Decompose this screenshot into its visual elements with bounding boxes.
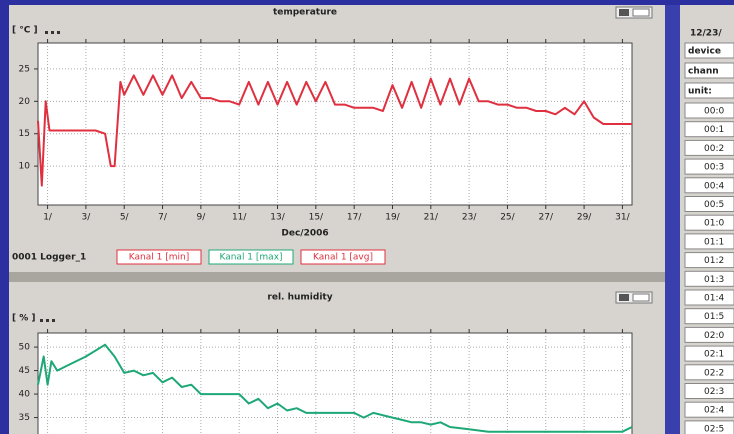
- plot-area: [37, 42, 633, 206]
- table-cell: [684, 82, 734, 99]
- table-cell: [684, 233, 734, 250]
- charts: 1/3/5/7/9/11/13/15/17/19/21/23/25/27/29/…: [19, 39, 633, 434]
- table-cell-text: 02:1: [704, 350, 724, 360]
- table-cell-text: 02:2: [704, 368, 724, 378]
- table-cell: [684, 214, 734, 231]
- table-cell-text: 02:5: [704, 424, 724, 434]
- x-tick-label: 3/: [82, 213, 92, 223]
- table-cell-text: 00:0: [704, 107, 724, 117]
- x-tick-label: 13/: [270, 213, 285, 223]
- y-tick-label: 45: [19, 366, 30, 376]
- x-tick-label: 11/: [232, 213, 247, 223]
- x-tick-label: 7/: [158, 213, 168, 223]
- x-tick-label: 5/: [120, 213, 130, 223]
- table-cell: [684, 270, 734, 287]
- y-tick-label: 25: [19, 64, 30, 74]
- table: device chann unit: 00:0 00:1 00:2 00:3 00:4 00:5…: [684, 42, 734, 434]
- splitter: [9, 272, 665, 282]
- x-tick-label: 19/: [385, 213, 400, 223]
- table-cell: [684, 62, 734, 79]
- table-cell-text: 01:4: [704, 294, 724, 304]
- table-cell: [684, 42, 734, 59]
- x-tick-label: 9/: [196, 213, 206, 223]
- table-cell: [684, 139, 734, 156]
- legend-logger: 0001 Logger_1: [12, 253, 86, 263]
- y-tick-label: 20: [19, 97, 31, 107]
- table-cell-text: 01:1: [704, 237, 724, 247]
- table-cell: [684, 326, 734, 343]
- legend-entry: [116, 249, 202, 265]
- x-tick-label: 1/: [43, 213, 53, 223]
- x-tick-label: 31/: [615, 213, 630, 223]
- table-cell-text: 00:4: [704, 181, 724, 191]
- table-cell-text: unit:: [688, 87, 712, 97]
- table-cell: [684, 196, 734, 212]
- table-cell: [684, 177, 734, 194]
- table-cell: [684, 401, 734, 418]
- toolbar-icon[interactable]: [615, 291, 653, 304]
- legend: Kanal 1 [min] Kanal 1 [max] Kanal 1 [avg]: [116, 249, 386, 265]
- legend-label: Kanal 1 [avg]: [313, 253, 373, 263]
- table-cell-text: chann: [688, 67, 719, 77]
- x-tick-label: 15/: [309, 213, 324, 223]
- table-cell-text: 01:5: [704, 312, 724, 322]
- chart: 1/3/5/7/9/11/13/15/17/19/21/23/25/27/29/…: [19, 39, 633, 223]
- table-cell-text: 00:1: [704, 125, 724, 135]
- table-cell: [684, 289, 734, 306]
- table-cell-text: 01:2: [704, 256, 724, 266]
- x-axis-label: Dec/2006: [281, 229, 328, 239]
- chart-title: temperature: [273, 8, 337, 18]
- table-cell-text: 01:0: [704, 219, 724, 229]
- chart: 35 40 45 50: [19, 329, 633, 434]
- y-axis-label: [ % ]: [12, 314, 36, 324]
- table-cell-text: 01:3: [704, 275, 724, 285]
- x-tick-label: 27/: [539, 213, 554, 223]
- table-header: 12/23/: [690, 29, 722, 39]
- y-axis-label: [ °C ]: [12, 26, 38, 36]
- y-tick-label: 35: [19, 413, 30, 423]
- chart-title: rel. humidity: [267, 293, 332, 303]
- legend-entry: [300, 249, 386, 265]
- x-tick-label: 23/: [462, 213, 477, 223]
- table-cell: [684, 102, 734, 119]
- table-cell: [684, 420, 734, 434]
- legend-label: Kanal 1 [min]: [129, 253, 189, 263]
- panel-gap: [665, 5, 680, 434]
- table-cell-text: 02:3: [704, 387, 724, 397]
- unit-dots: [40, 319, 55, 322]
- table-cell: [684, 364, 734, 381]
- y-tick-label: 50: [19, 343, 31, 353]
- unit-dots: [45, 31, 60, 34]
- table-cell-text: 02:4: [704, 406, 724, 416]
- x-tick-label: 21/: [424, 213, 439, 223]
- legend-label: Kanal 1 [max]: [219, 253, 282, 263]
- x-tick-label: 29/: [577, 213, 592, 223]
- table-cell: [684, 308, 734, 325]
- x-tick-label: 17/: [347, 213, 362, 223]
- table-cell: [684, 158, 734, 175]
- y-tick-label: 40: [19, 390, 31, 400]
- table-cell-text: 00:3: [704, 163, 724, 173]
- plot-area: [37, 332, 633, 434]
- table-cell: [684, 345, 734, 362]
- table-cell: [684, 121, 734, 138]
- toolbar-icon[interactable]: [615, 6, 653, 19]
- y-tick-label: 15: [19, 129, 30, 139]
- data-line: [37, 343, 633, 433]
- table-cell: [684, 252, 734, 269]
- legend-entry: [208, 249, 294, 265]
- table-cell-text: 00:5: [704, 200, 724, 210]
- y-tick-label: 10: [19, 162, 31, 172]
- data-line: [37, 74, 632, 187]
- table-cell-text: 00:2: [704, 144, 724, 154]
- table-cell-text: 02:0: [704, 331, 724, 341]
- table-cell-text: device: [688, 47, 721, 57]
- table-cell: [684, 383, 734, 399]
- x-tick-label: 25/: [500, 213, 515, 223]
